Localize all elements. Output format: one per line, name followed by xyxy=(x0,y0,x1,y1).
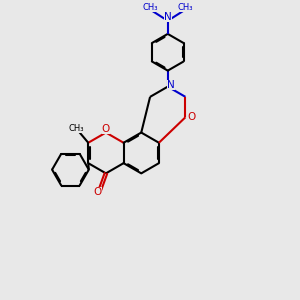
Text: N: N xyxy=(167,80,175,90)
Text: O: O xyxy=(187,112,195,122)
Text: CH₃: CH₃ xyxy=(69,124,84,133)
Text: CH₃: CH₃ xyxy=(178,3,193,12)
Text: O: O xyxy=(94,187,102,197)
Text: N: N xyxy=(164,12,172,22)
Text: O: O xyxy=(102,124,110,134)
Text: CH₃: CH₃ xyxy=(142,3,158,12)
